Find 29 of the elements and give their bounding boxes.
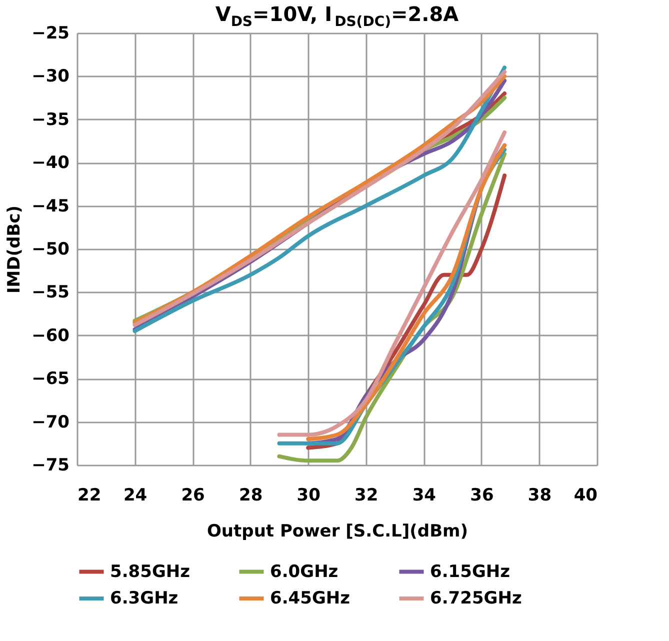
legend-label: 6.45GHz bbox=[270, 588, 350, 608]
y-tick-label: −75 bbox=[32, 456, 70, 476]
legend-label: 5.85GHz bbox=[110, 562, 190, 582]
x-tick-label: 36 bbox=[470, 486, 494, 506]
y-tick-label: −40 bbox=[32, 153, 70, 174]
x-tick-label: 34 bbox=[412, 486, 436, 506]
x-tick-label: 32 bbox=[354, 486, 378, 506]
y-tick-label: −65 bbox=[32, 369, 70, 390]
legend-label: 6.0GHz bbox=[270, 562, 338, 582]
y-tick-label: −70 bbox=[32, 412, 70, 432]
y-tick-label: −45 bbox=[32, 196, 70, 216]
x-tick-label: 22 bbox=[78, 486, 102, 506]
y-tick-label: −55 bbox=[32, 282, 70, 303]
y-tick-label: −60 bbox=[32, 326, 70, 346]
x-tick-label: 30 bbox=[296, 486, 321, 506]
y-tick-label: −30 bbox=[32, 66, 70, 87]
y-axis-title: IMD(dBc) bbox=[4, 205, 25, 294]
y-tick-label: −25 bbox=[32, 24, 70, 44]
x-tick-label: 28 bbox=[238, 486, 263, 506]
legend-label: 6.3GHz bbox=[110, 588, 178, 608]
x-tick-label: 24 bbox=[123, 486, 148, 506]
y-tick-label: −50 bbox=[32, 240, 70, 260]
legend-label: 6.15GHz bbox=[430, 562, 510, 582]
x-tick-label: 40 bbox=[574, 486, 598, 506]
y-tick-label: −35 bbox=[32, 110, 70, 130]
x-tick-label: 38 bbox=[528, 486, 552, 506]
legend-label: 6.725GHz bbox=[430, 588, 522, 608]
x-tick-label: 26 bbox=[181, 486, 205, 506]
x-axis-title: Output Power [S.C.L](dBm) bbox=[206, 522, 468, 542]
